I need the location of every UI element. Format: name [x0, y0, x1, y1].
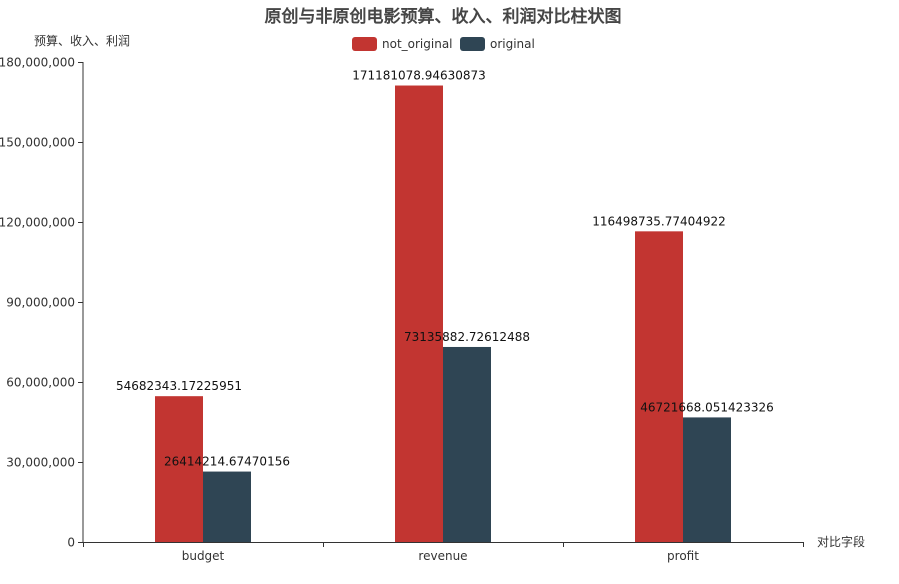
legend-label-original[interactable]: original — [490, 37, 535, 51]
y-tick-label: 150,000,000 — [0, 136, 75, 150]
y-tick-label: 30,000,000 — [6, 456, 75, 470]
bar-value-label: 171181078.94630873 — [352, 69, 486, 83]
x-tick-label: profit — [667, 549, 699, 563]
x-tick-label: revenue — [418, 549, 467, 563]
bar-value-label: 116498735.77404922 — [592, 214, 726, 228]
bar-not_original-profit[interactable] — [635, 231, 683, 542]
bar-original-profit[interactable] — [683, 417, 731, 542]
x-axis: budget revenue profit — [83, 542, 804, 563]
y-tick-label: 180,000,000 — [0, 56, 75, 70]
y-tick-label: 0 — [67, 536, 75, 550]
bars — [155, 85, 731, 542]
y-axis: 0 30,000,000 60,000,000 90,000,000 120,000,0… — [0, 56, 84, 550]
y-axis-title: 预算、收入、利润 — [34, 33, 130, 48]
y-tick-label: 60,000,000 — [6, 376, 75, 390]
bar-value-label: 54682343.17225951 — [116, 379, 242, 393]
y-tick-label: 90,000,000 — [6, 296, 75, 310]
bar-value-label: 46721668.051423326 — [640, 400, 774, 414]
bar-not_original-revenue[interactable] — [395, 85, 443, 542]
bar-labels: 54682343.17225951 171181078.94630873 11649… — [116, 69, 774, 469]
bar-value-label: 26414214.67470156 — [164, 455, 290, 469]
bar-original-budget[interactable] — [203, 471, 251, 542]
legend-swatch-original[interactable] — [460, 37, 485, 51]
legend-swatch-not_original[interactable] — [352, 37, 377, 51]
x-axis-title: 对比字段 — [817, 534, 865, 549]
legend-label-not_original[interactable]: not_original — [382, 37, 453, 51]
bar-not_original-budget[interactable] — [155, 396, 203, 542]
y-tick-label: 120,000,000 — [0, 216, 75, 230]
chart-title: 原创与非原创电影预算、收入、利润对比柱状图 — [265, 6, 622, 27]
bar-value-label: 73135882.72612488 — [404, 330, 530, 344]
legend: not_original original — [352, 37, 535, 51]
x-tick-label: budget — [182, 549, 225, 563]
bar-original-revenue[interactable] — [443, 346, 491, 542]
